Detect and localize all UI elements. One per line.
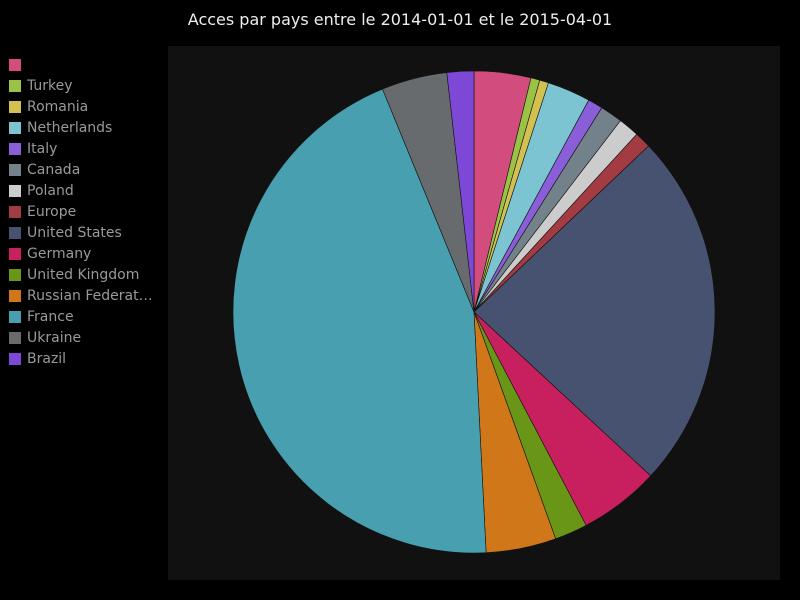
legend-item[interactable]: Poland xyxy=(9,180,159,201)
legend-label: France xyxy=(27,308,74,325)
legend-item[interactable]: Ukraine xyxy=(9,327,159,348)
legend-swatch xyxy=(9,226,21,239)
legend-label: Turkey xyxy=(27,77,73,94)
legend-label: Romania xyxy=(27,98,89,115)
legend-item[interactable]: Russian Federation xyxy=(9,285,159,306)
legend-swatch xyxy=(9,184,21,197)
legend-swatch xyxy=(9,331,21,344)
legend-label: Italy xyxy=(27,140,58,157)
legend-label: Europe xyxy=(27,203,77,220)
legend-item[interactable]: Germany xyxy=(9,243,159,264)
legend-swatch xyxy=(9,100,21,113)
legend-item[interactable]: Romania xyxy=(9,96,159,117)
legend-label: Russian Federation xyxy=(27,287,153,304)
legend-swatch xyxy=(9,268,21,281)
pie-slices xyxy=(232,70,716,554)
legend-item[interactable]: Netherlands xyxy=(9,117,159,138)
pie-slice-united-states[interactable] xyxy=(473,145,716,477)
pie-slice-brazil[interactable] xyxy=(446,70,475,313)
legend-item[interactable]: United States xyxy=(9,222,159,243)
legend-item[interactable] xyxy=(9,54,159,75)
legend-swatch xyxy=(9,289,21,302)
legend-item[interactable]: United Kingdom xyxy=(9,264,159,285)
legend-swatch xyxy=(9,352,21,365)
chart-title: Acces par pays entre le 2014-01-01 et le… xyxy=(187,10,613,29)
legend-label: Poland xyxy=(27,182,74,199)
legend: Turkey Romania Netherlands Italy Canada Polan… xyxy=(9,54,159,369)
legend-label: United States xyxy=(27,224,122,241)
legend-item[interactable]: Europe xyxy=(9,201,159,222)
legend-swatch xyxy=(9,310,21,323)
legend-item[interactable]: Italy xyxy=(9,138,159,159)
legend-label: United Kingdom xyxy=(27,266,140,283)
legend-label: Canada xyxy=(27,161,81,178)
legend-label: Brazil xyxy=(27,350,67,367)
legend-swatch xyxy=(9,163,21,176)
legend-swatch xyxy=(9,247,21,260)
legend-item[interactable]: France xyxy=(9,306,159,327)
legend-swatch xyxy=(9,142,21,155)
legend-item[interactable]: Turkey xyxy=(9,75,159,96)
legend-label: Ukraine xyxy=(27,329,82,346)
legend-label: Germany xyxy=(27,245,92,262)
legend-label: Netherlands xyxy=(27,119,113,136)
legend-swatch xyxy=(9,79,21,92)
legend-swatch xyxy=(9,205,21,218)
legend-swatch xyxy=(9,121,21,134)
legend-swatch xyxy=(9,58,21,71)
legend-item[interactable]: Brazil xyxy=(9,348,159,369)
pie-slice-france[interactable] xyxy=(232,88,487,554)
legend-item[interactable]: Canada xyxy=(9,159,159,180)
